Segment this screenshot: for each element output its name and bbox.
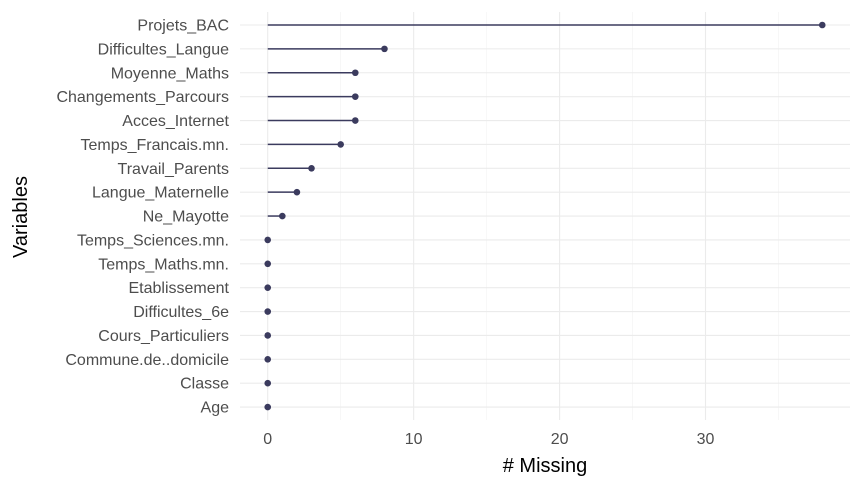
- y-tick-label: Difficultes_Langue: [98, 41, 229, 58]
- x-axis-title: # Missing: [503, 455, 587, 477]
- y-tick-label: Difficultes_6e: [133, 304, 229, 321]
- lollipop-point: [337, 141, 344, 148]
- lollipop-point: [264, 260, 272, 268]
- y-tick-label: Langue_Maternelle: [92, 185, 229, 202]
- x-tick-labels: 0 10 20 30: [263, 431, 714, 448]
- x-tick-label: 0: [263, 431, 272, 448]
- lollipop-point: [351, 117, 359, 124]
- lollipop-point: [264, 236, 272, 244]
- lollipop-point: [264, 379, 272, 387]
- lollipop-point: [264, 403, 272, 411]
- y-tick-label: Temps_Francais.mn.: [81, 137, 230, 154]
- lollipop-point: [293, 188, 301, 196]
- lollipop-point: [279, 212, 286, 220]
- x-tick-label: 20: [551, 431, 569, 448]
- y-tick-label: Ne_Mayotte: [143, 209, 229, 226]
- y-axis-title: Variables: [10, 176, 32, 258]
- y-tick-label: Projets_BAC: [137, 18, 229, 35]
- y-tick-label: Temps_Sciences.mn.: [77, 232, 229, 249]
- y-tick-label: Moyenne_Maths: [111, 65, 229, 82]
- lollipop-point: [264, 308, 272, 315]
- y-tick-label: Etablissement: [129, 280, 230, 297]
- lollipop-point: [351, 93, 359, 100]
- y-tick-labels: Projets_BAC Difficultes_Langue Moyenne_Mat…: [56, 18, 229, 417]
- lollipop-point: [308, 164, 315, 172]
- lollipop-point: [264, 332, 272, 339]
- lollipop-point: [818, 21, 826, 29]
- y-tick-label: Commune.de..domicile: [65, 352, 229, 369]
- y-tick-label: Classe: [180, 376, 229, 393]
- y-tick-label: Acces_Internet: [122, 113, 229, 130]
- x-tick-label: 10: [405, 431, 423, 448]
- x-tick-label: 30: [697, 431, 715, 448]
- marks-layer: [264, 21, 826, 411]
- y-tick-label: Changements_Parcours: [56, 89, 229, 106]
- y-tick-label: Travail_Parents: [118, 161, 229, 178]
- y-tick-label: Temps_Maths.mn.: [98, 256, 229, 273]
- lollipop-point: [264, 356, 272, 363]
- lollipop-point: [264, 284, 272, 291]
- lollipop-point: [351, 69, 359, 77]
- y-tick-label: Age: [201, 400, 230, 417]
- lollipop-point: [381, 45, 388, 53]
- y-tick-label: Cours_Particuliers: [98, 328, 229, 345]
